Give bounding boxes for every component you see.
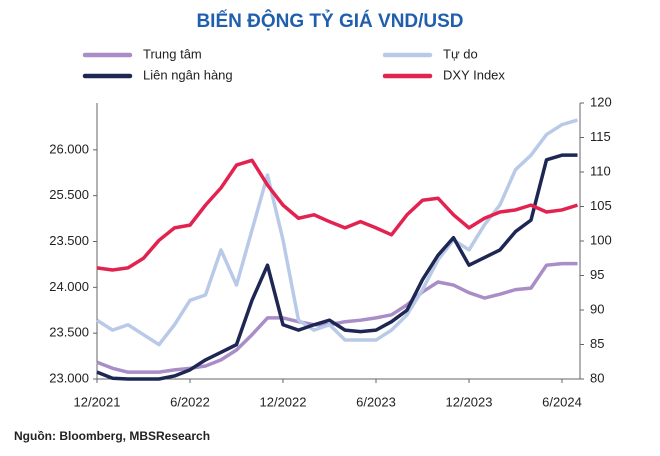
y2-tick-label: 90 — [590, 301, 604, 316]
y2-tick-label: 105 — [590, 198, 612, 213]
x-tick-label: 12/2022 — [260, 394, 307, 409]
legend-label: Liên ngân hàng — [143, 67, 233, 82]
series-line — [96, 153, 578, 381]
y2-tick-label: 110 — [590, 163, 611, 178]
series-line — [96, 261, 578, 374]
y2-tick-label: 95 — [590, 267, 604, 282]
y2-tick-label: 85 — [590, 336, 604, 351]
x-tick-label: 6/2022 — [170, 394, 210, 409]
x-tick-label: 12/2021 — [74, 394, 121, 409]
y-tick-label: 24.000 — [49, 279, 89, 294]
x-tick-label: 6/2024 — [542, 394, 582, 409]
y2-tick-label: 115 — [590, 129, 611, 144]
legend-label: DXY Index — [443, 67, 505, 82]
y2-tick-label: 80 — [590, 370, 604, 385]
y2-tick-label: 120 — [590, 94, 612, 109]
y-tick-label: 23.000 — [49, 370, 89, 385]
legend-label: Tự do — [443, 46, 478, 61]
y-tick-label: 26.000 — [49, 141, 89, 156]
source: Nguồn: Bloomberg, MBSResearch — [14, 429, 210, 443]
x-tick-label: 12/2023 — [446, 394, 493, 409]
x-tick-label: 6/2023 — [356, 394, 396, 409]
y2-tick-label: 100 — [590, 232, 612, 247]
y-tick-label: 23.500 — [49, 325, 89, 340]
chart-title: BIẾN ĐỘNG TỶ GIÁ VND/USD — [196, 10, 463, 32]
y-tick-label: 23.500 — [49, 233, 89, 248]
series-line — [96, 118, 578, 347]
series-line — [96, 158, 579, 272]
legend-label: Trung tâm — [143, 46, 202, 61]
y-tick-label: 25.500 — [49, 187, 89, 202]
